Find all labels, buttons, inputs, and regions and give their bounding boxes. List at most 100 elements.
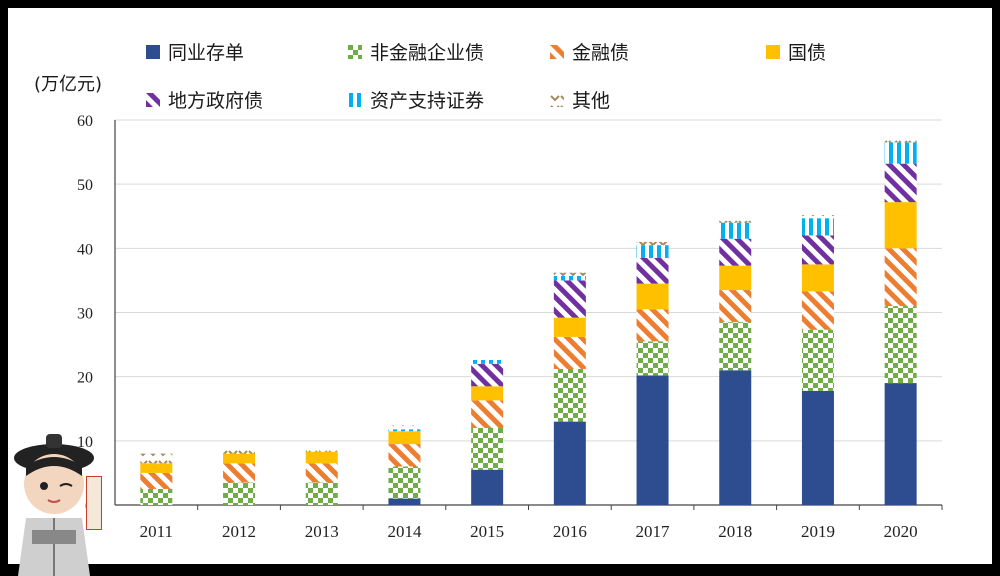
bar-segment-同业存单 xyxy=(388,498,421,505)
legend-swatch xyxy=(146,92,160,107)
x-tick-label: 2017 xyxy=(636,522,671,541)
bar-segment-国债 xyxy=(305,451,338,464)
x-tick-label: 2013 xyxy=(305,522,339,541)
legend-item: 非金融企业债 xyxy=(348,38,484,65)
x-tick-label: 2011 xyxy=(140,522,173,541)
bar-segment-资产支持证券 xyxy=(801,218,834,236)
y-tick-label: 10 xyxy=(77,434,93,451)
bar-segment-非金融企业债 xyxy=(801,329,834,391)
bar-segment-国债 xyxy=(719,265,752,291)
bar-segment-地方政府债 xyxy=(553,280,586,318)
bar-segment-其他 xyxy=(884,137,917,143)
x-tick-label: 2015 xyxy=(470,522,504,541)
legend-swatch xyxy=(550,44,564,59)
legend-swatch xyxy=(348,92,362,107)
legend-swatch xyxy=(348,44,362,59)
bar-segment-同业存单 xyxy=(471,469,504,505)
legend-label: 非金融企业债 xyxy=(370,42,485,64)
cartoon-avatar-icon xyxy=(14,434,94,576)
legend-label: 资产支持证券 xyxy=(370,90,485,112)
bar-segment-金融债 xyxy=(305,463,338,483)
y-axis-unit-label: (万亿元) xyxy=(34,74,103,95)
legend-swatch xyxy=(146,44,160,59)
bar-segment-同业存单 xyxy=(801,390,834,505)
bar-segment-金融债 xyxy=(471,400,504,428)
bar-segment-地方政府债 xyxy=(884,163,917,203)
bar-segment-资产支持证券 xyxy=(636,245,669,258)
x-tick-label: 2020 xyxy=(884,522,918,541)
stacked-bar-chart: 0102030405060201120122013201420152016201… xyxy=(77,113,943,541)
bar-segment-非金融企业债 xyxy=(305,482,338,505)
legend-label: 地方政府债 xyxy=(168,90,264,112)
bar-segment-资产支持证券 xyxy=(719,222,752,239)
legend-item: 国债 xyxy=(766,38,826,65)
bar-segment-国债 xyxy=(636,283,669,310)
bar-segment-其他 xyxy=(140,453,173,464)
bar-segment-同业存单 xyxy=(636,375,669,505)
y-tick-label: 50 xyxy=(77,177,93,194)
bar-segment-金融债 xyxy=(636,309,669,342)
bar-segment-其他 xyxy=(305,448,338,452)
x-tick-label: 2018 xyxy=(718,522,752,541)
bar-segment-非金融企业债 xyxy=(471,428,504,470)
y-tick-label: 30 xyxy=(77,306,93,323)
bar-segment-国债 xyxy=(553,317,586,337)
legend-item: 资产支持证券 xyxy=(348,86,484,113)
bar-segment-国债 xyxy=(223,453,256,464)
legend-label: 其他 xyxy=(572,90,611,112)
bar-segment-国债 xyxy=(471,386,504,401)
bar-segment-资产支持证券 xyxy=(553,275,586,281)
bar-segment-其他 xyxy=(719,220,752,223)
bar-segment-金融债 xyxy=(801,291,834,330)
bar-segment-非金融企业债 xyxy=(553,368,586,422)
x-tick-label: 2019 xyxy=(801,522,835,541)
bar-segment-其他 xyxy=(801,214,834,219)
bar-segment-其他 xyxy=(471,356,504,360)
bar-segment-金融债 xyxy=(388,444,421,467)
bar-segment-金融债 xyxy=(553,336,586,369)
bar-segment-国债 xyxy=(801,264,834,292)
legend-item: 地方政府债 xyxy=(146,86,263,113)
bar-segment-金融债 xyxy=(223,463,256,483)
bar-segment-资产支持证券 xyxy=(884,142,917,164)
y-tick-label: 40 xyxy=(77,241,93,258)
bar-segment-金融债 xyxy=(140,472,173,489)
seal-stamp-icon xyxy=(86,476,102,530)
bar-segment-非金融企业债 xyxy=(223,482,256,505)
legend-item: 其他 xyxy=(550,86,610,113)
bar-segment-资产支持证券 xyxy=(388,429,421,432)
bar-segment-地方政府债 xyxy=(719,238,752,266)
bar-segment-地方政府债 xyxy=(636,257,669,284)
bar-segment-金融债 xyxy=(719,290,752,323)
legend-swatch xyxy=(766,44,780,59)
bar-segment-金融债 xyxy=(884,248,917,307)
legend-swatch xyxy=(550,92,564,107)
legend-item: 金融债 xyxy=(550,38,629,65)
bar-segment-地方政府债 xyxy=(801,235,834,265)
bar-segment-非金融企业债 xyxy=(636,341,669,376)
bar-segment-国债 xyxy=(388,431,421,445)
x-tick-label: 2016 xyxy=(553,522,587,541)
bar-segment-非金融企业债 xyxy=(388,466,421,499)
y-tick-label: 20 xyxy=(77,370,93,387)
bar-segment-国债 xyxy=(140,463,173,473)
bar-segment-其他 xyxy=(223,450,256,454)
bar-segment-非金融企业债 xyxy=(719,322,752,371)
bar-segment-非金融企业债 xyxy=(140,488,173,505)
x-tick-label: 2012 xyxy=(222,522,256,541)
bar-segment-同业存单 xyxy=(553,421,586,505)
y-tick-label: 60 xyxy=(77,113,93,130)
bar-segment-资产支持证券 xyxy=(471,359,504,364)
bar-segment-国债 xyxy=(884,202,917,249)
legend-label: 同业存单 xyxy=(168,42,245,64)
bar-segment-其他 xyxy=(636,241,669,246)
bar-segment-其他 xyxy=(553,272,586,276)
x-tick-label: 2014 xyxy=(387,522,422,541)
bar-segment-其他 xyxy=(388,425,421,430)
bar-segment-地方政府债 xyxy=(471,363,504,387)
bar-segment-同业存单 xyxy=(719,370,752,505)
bar-segment-非金融企业债 xyxy=(884,306,917,384)
legend-label: 金融债 xyxy=(572,42,630,64)
bar-segment-同业存单 xyxy=(884,383,917,505)
